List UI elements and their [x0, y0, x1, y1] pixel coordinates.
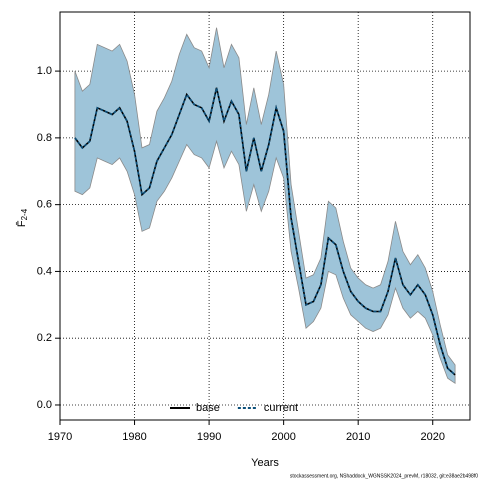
y-axis-label-sub: 2-4	[20, 208, 29, 220]
y-axis-label: F̄2-4	[15, 208, 29, 227]
y-tick-label: 0.2	[37, 332, 52, 344]
x-tick-label: 1980	[122, 431, 146, 443]
footer: stockassessment.org, NShaddock_WGNSSK202…	[290, 473, 478, 479]
y-tick-label: 0.0	[37, 399, 52, 411]
confidence-band	[74, 27, 456, 385]
legend-label: base	[196, 402, 220, 414]
y-tick-label: 0.6	[37, 199, 52, 211]
y-tick-label: 1.0	[37, 65, 52, 77]
x-tick-label: 2020	[420, 431, 444, 443]
x-tick-label: 1970	[48, 431, 72, 443]
series-line	[74, 87, 456, 376]
x-tick-label: 2000	[271, 431, 295, 443]
plot-frame	[59, 11, 471, 421]
x-axis-label: Years	[251, 457, 279, 469]
y-axis-label-main: F̄	[15, 220, 28, 227]
legend-label: current	[264, 402, 298, 414]
y-tick-label: 0.8	[37, 132, 52, 144]
x-tick-label: 1990	[197, 431, 221, 443]
y-tick-label: 0.4	[37, 265, 52, 277]
x-tick-label: 2010	[346, 431, 370, 443]
